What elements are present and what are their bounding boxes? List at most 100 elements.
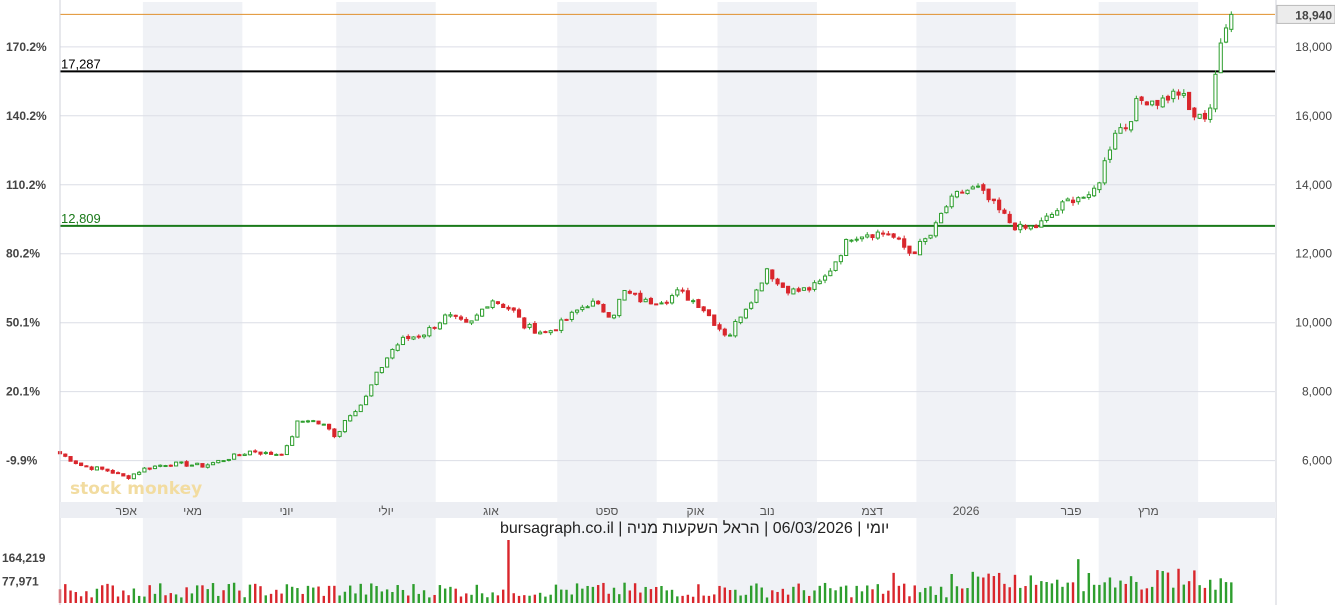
- volume-bar: [169, 593, 172, 603]
- candle-body: [812, 282, 817, 290]
- volume-bar: [69, 590, 72, 603]
- volume-bar: [718, 585, 721, 603]
- month-label: אוק: [687, 504, 705, 518]
- candle-body: [1044, 215, 1049, 221]
- candle-body: [564, 318, 569, 321]
- volume-bar: [90, 597, 93, 603]
- candle-body: [606, 312, 611, 318]
- volume-bar: [317, 586, 320, 603]
- volume-bar: [243, 597, 246, 603]
- last-price-badge: [1276, 4, 1335, 24]
- volume-bar: [380, 591, 384, 603]
- volume-bar: [74, 592, 78, 603]
- volume-bar: [924, 587, 927, 603]
- volume-bar: [401, 589, 405, 603]
- volume-bar: [945, 597, 948, 603]
- candle-body: [643, 298, 648, 303]
- candle-body: [1097, 182, 1102, 191]
- volume-bar: [1177, 568, 1180, 603]
- candlestick-series: [57, 11, 1234, 480]
- candle-body: [443, 314, 448, 325]
- candle-body: [121, 473, 126, 477]
- candle-body: [247, 450, 253, 456]
- volume-bar: [312, 587, 315, 603]
- volume-bar: [866, 585, 869, 603]
- volume-bar: [950, 574, 953, 603]
- candle-body: [226, 458, 231, 461]
- volume-bar: [1082, 591, 1085, 603]
- candle-body: [390, 348, 395, 359]
- candle-body: [295, 420, 300, 438]
- candle-body: [759, 282, 764, 292]
- candle-body: [891, 233, 896, 238]
- price-tick-label: 6,000: [1302, 454, 1332, 468]
- month-label: פבר: [1061, 504, 1082, 518]
- last-price-label: 18,940: [1295, 8, 1332, 22]
- candle-body: [1208, 107, 1213, 120]
- volume-bar: [523, 595, 526, 603]
- volume-bar: [1103, 582, 1106, 603]
- candle-body: [1034, 225, 1039, 229]
- candle-body: [638, 292, 643, 303]
- candle-body: [179, 461, 184, 464]
- candle-body: [680, 289, 685, 292]
- volume-bar: [327, 585, 331, 603]
- volume-bar: [122, 590, 125, 603]
- candle-body: [1055, 210, 1060, 216]
- volume-bar: [496, 595, 500, 603]
- volume-bar: [148, 585, 151, 603]
- candle-body: [353, 411, 358, 417]
- volume-bar: [449, 586, 452, 603]
- candle-body: [685, 290, 690, 301]
- candle-body: [1076, 197, 1081, 203]
- candle-body: [342, 420, 347, 433]
- candle-body: [675, 289, 680, 296]
- candle-body: [327, 423, 332, 430]
- candle-body: [975, 185, 981, 188]
- month-label: יוני: [280, 504, 294, 518]
- candle-body: [548, 330, 553, 334]
- axes: 18,940: [59, 0, 1335, 605]
- candle-body: [1018, 223, 1023, 231]
- candle-body: [1118, 127, 1123, 134]
- candle-body: [733, 321, 738, 337]
- volume-bar: [1024, 586, 1027, 603]
- candle-body: [411, 336, 416, 340]
- support-level-label: 12,809: [61, 211, 101, 226]
- volume-bar: [844, 585, 848, 603]
- candle-body: [997, 199, 1002, 211]
- candle-body: [437, 322, 442, 330]
- volume-bar: [670, 589, 674, 603]
- candle-body: [63, 453, 68, 457]
- volume-bar: [829, 588, 832, 603]
- candle-body: [1070, 199, 1076, 204]
- candle-body: [965, 189, 970, 195]
- candle-body: [358, 404, 363, 413]
- volume-bar: [1055, 579, 1059, 603]
- candle-body: [865, 234, 870, 238]
- volume-bar: [538, 592, 542, 603]
- volume-bar: [137, 595, 141, 603]
- volume-bar: [111, 585, 114, 603]
- volume-bar: [528, 595, 531, 603]
- volume-bar: [1150, 586, 1154, 603]
- volume-bar: [348, 585, 352, 603]
- volume-bar: [1166, 572, 1170, 603]
- candle-body: [664, 301, 669, 304]
- volume-bar: [776, 591, 779, 603]
- watermark-logo: stock monkey: [70, 479, 202, 499]
- price-tick-label: 10,000: [1295, 316, 1332, 330]
- volume-bar: [934, 594, 938, 603]
- volume-bar: [913, 585, 916, 603]
- candle-body: [907, 245, 912, 254]
- candle-body: [284, 445, 289, 456]
- volume-bar: [238, 590, 241, 603]
- volume-bar: [987, 573, 990, 603]
- candle-body: [1049, 213, 1054, 218]
- volume-bar: [544, 596, 547, 603]
- volume-bar: [834, 590, 837, 603]
- candle-body: [1039, 220, 1044, 228]
- candle-body: [242, 453, 247, 457]
- volume-bar: [686, 594, 690, 603]
- volume-bar: [575, 583, 579, 603]
